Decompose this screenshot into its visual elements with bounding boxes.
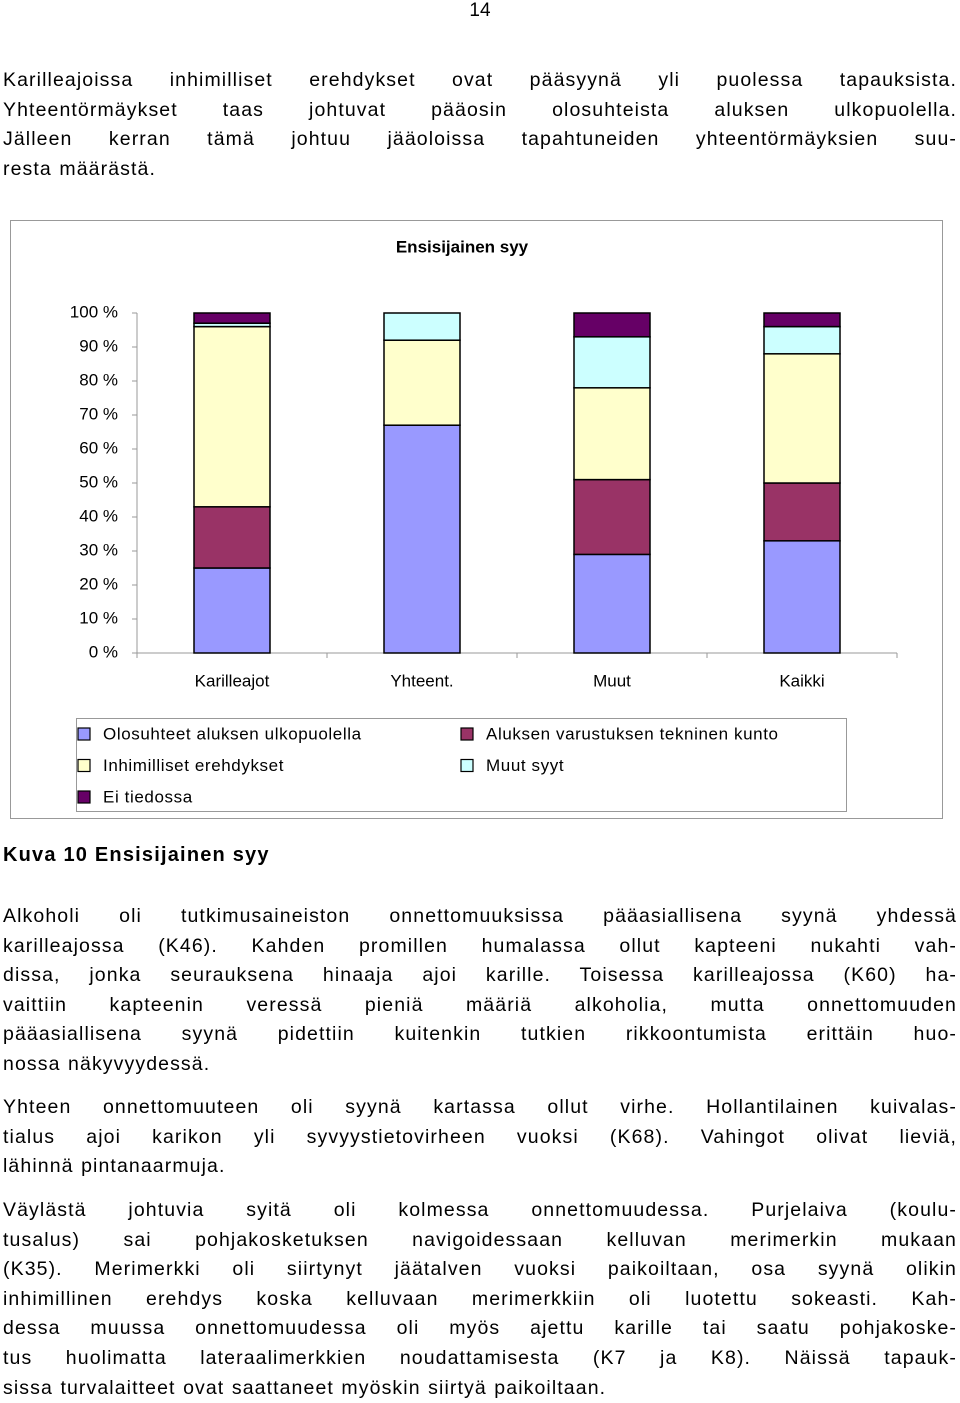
bar-segment <box>193 506 271 569</box>
text-line: Väylästä johtuvia syitä oli kolmessa onn… <box>3 1199 957 1221</box>
text-line: tus huolimatta lateraalimerkkien noudatt… <box>3 1346 957 1369</box>
y-tick-label: 50 % <box>79 472 118 491</box>
bar-segment <box>763 325 841 355</box>
legend-label: Ei tiedossa <box>103 787 193 806</box>
bar-segment <box>763 353 841 484</box>
bar-segment <box>763 540 841 654</box>
chart-title: Ensisijainen syy <box>396 237 529 256</box>
legend-label: Inhimilliset erehdykset <box>103 756 284 775</box>
text-line: Alkoholi oli tutkimusaineiston onnettomu… <box>3 905 957 927</box>
legend-swatch <box>77 727 91 741</box>
legend-swatch <box>460 758 474 773</box>
y-tick-label: 30 % <box>79 540 118 559</box>
legend-swatch <box>460 727 474 741</box>
text-line: sissa turvalaitteet ovat saattaneet myös… <box>3 1376 607 1399</box>
legend-swatch <box>77 758 91 773</box>
text-line: Jälleen kerran tämä johtuu jääoloissa ta… <box>3 128 957 151</box>
text-line: vaittiin kapteenin veressä pieniä määriä… <box>3 993 957 1016</box>
bar-segment <box>763 312 841 328</box>
page-number: 14 <box>469 0 491 21</box>
y-tick-label: 70 % <box>79 404 118 423</box>
figure-caption: Kuva 10 Ensisijainen syy <box>3 844 270 866</box>
x-tick-label: Kaikki <box>779 671 824 690</box>
x-tick-label: Karilleajot <box>195 671 270 690</box>
text-line: karilleajossa (K46). Kahden promillen hu… <box>3 934 957 957</box>
y-tick-label: 10 % <box>79 608 118 627</box>
y-tick-label: 0 % <box>89 642 118 661</box>
bar-segment <box>573 478 651 556</box>
legend-label: Olosuhteet aluksen ulkopuolella <box>103 724 362 743</box>
paragraph: Alkoholi oli tutkimusaineiston onnettomu… <box>3 902 957 1080</box>
y-tick-label: 100 % <box>70 302 118 321</box>
y-tick-label: 40 % <box>79 506 118 525</box>
bar-segment <box>193 325 271 508</box>
text-line: inhimillinen erehdys koska kelluvaan mer… <box>3 1287 957 1310</box>
legend-label: Muut syyt <box>486 756 564 775</box>
bar-segment <box>573 336 651 389</box>
paragraph: Väylästä johtuvia syitä oli kolmessa onn… <box>3 1196 957 1403</box>
text-line: dissa, jonka seurauksena hinaaja ajoi ka… <box>3 964 957 987</box>
y-tick-label: 60 % <box>79 438 118 457</box>
y-tick-label: 90 % <box>79 336 118 355</box>
text-line: nossa näkyvyydessä. <box>3 1052 211 1075</box>
text-line: Yhteen onnettomuuteen oli syynä kartassa… <box>3 1096 957 1118</box>
legend-swatch <box>77 790 91 804</box>
x-tick-label: Yhteent. <box>390 671 453 690</box>
bar-segment <box>383 339 461 426</box>
legend-label: Aluksen varustuksen tekninen kunto <box>486 724 779 743</box>
bar-segment <box>573 387 651 481</box>
text-line: pääasiallisena syynä pidettiin kuitenkin… <box>3 1023 957 1046</box>
text-line: lähinnä pintanaarmuja. <box>3 1155 226 1178</box>
bar-segment <box>573 312 651 338</box>
y-tick-label: 80 % <box>79 370 118 389</box>
text-line: tialus ajoi karikon yli syvyystietovirhe… <box>3 1125 957 1148</box>
paragraph: Karilleajoissa inhimilliset erehdykset o… <box>3 66 957 184</box>
paragraph: Yhteen onnettomuuteen oli syynä kartassa… <box>3 1093 957 1182</box>
bar-segment <box>193 312 271 324</box>
bar-segment <box>383 424 461 654</box>
bar-segment <box>383 312 461 341</box>
bar-segment <box>573 553 651 654</box>
bar-segment <box>193 567 271 654</box>
text-line: dessa muussa onnettomuudessa oli myös aj… <box>3 1317 957 1340</box>
text-line: Karilleajoissa inhimilliset erehdykset o… <box>3 69 957 91</box>
text-line: (K35). Merimerkki oli siirtynyt jäätalve… <box>3 1258 957 1281</box>
text-line: resta määrästä. <box>3 157 156 180</box>
text-line: tusalus) sai pohjakosketuksen navigoides… <box>3 1228 957 1251</box>
bar-segment <box>763 482 841 542</box>
x-tick-label: Muut <box>593 671 631 690</box>
text-line: Yhteentörmäykset taas johtuvat pääosin o… <box>3 98 957 121</box>
y-tick-label: 20 % <box>79 574 118 593</box>
chart: Ensisijainen syy 0 % 10 % 20 % 30 % 40 % 50 %… <box>10 220 943 819</box>
